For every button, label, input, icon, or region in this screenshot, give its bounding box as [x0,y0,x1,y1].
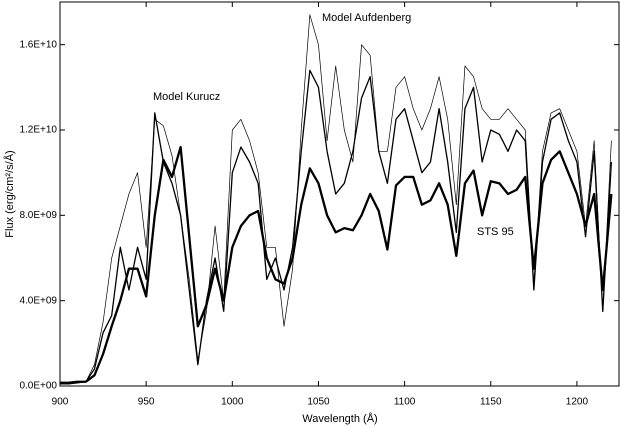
x-tick-label: 950 [138,397,155,408]
series-annotation: Model Kurucz [153,91,220,103]
y-axis-label: Flux (erg/cm²/s/Å) [3,150,16,237]
series-annotation: STS 95 [477,226,514,238]
x-tick-label: 1100 [394,397,416,408]
series-line [60,69,613,385]
y-tick-label: 8.0E+09 [19,210,57,221]
x-tick-label: 1000 [221,397,244,408]
x-tick-label: 1150 [480,397,502,408]
y-tick-label: 4.0E+09 [19,295,57,306]
series-annotation: Model Aufdenberg [322,12,411,24]
y-tick-label: 0.0E+00 [19,381,57,392]
x-tick-label: 900 [52,397,69,408]
y-tick-label: 1.2E+10 [19,125,57,136]
y-tick-label: 1.6E+10 [19,39,57,50]
x-tick-label: 1200 [566,397,589,408]
plot-frame [59,1,620,387]
series-line [60,145,613,384]
x-axis-label: Wavelength (Å) [302,412,377,425]
x-tick-label: 1050 [307,397,330,408]
